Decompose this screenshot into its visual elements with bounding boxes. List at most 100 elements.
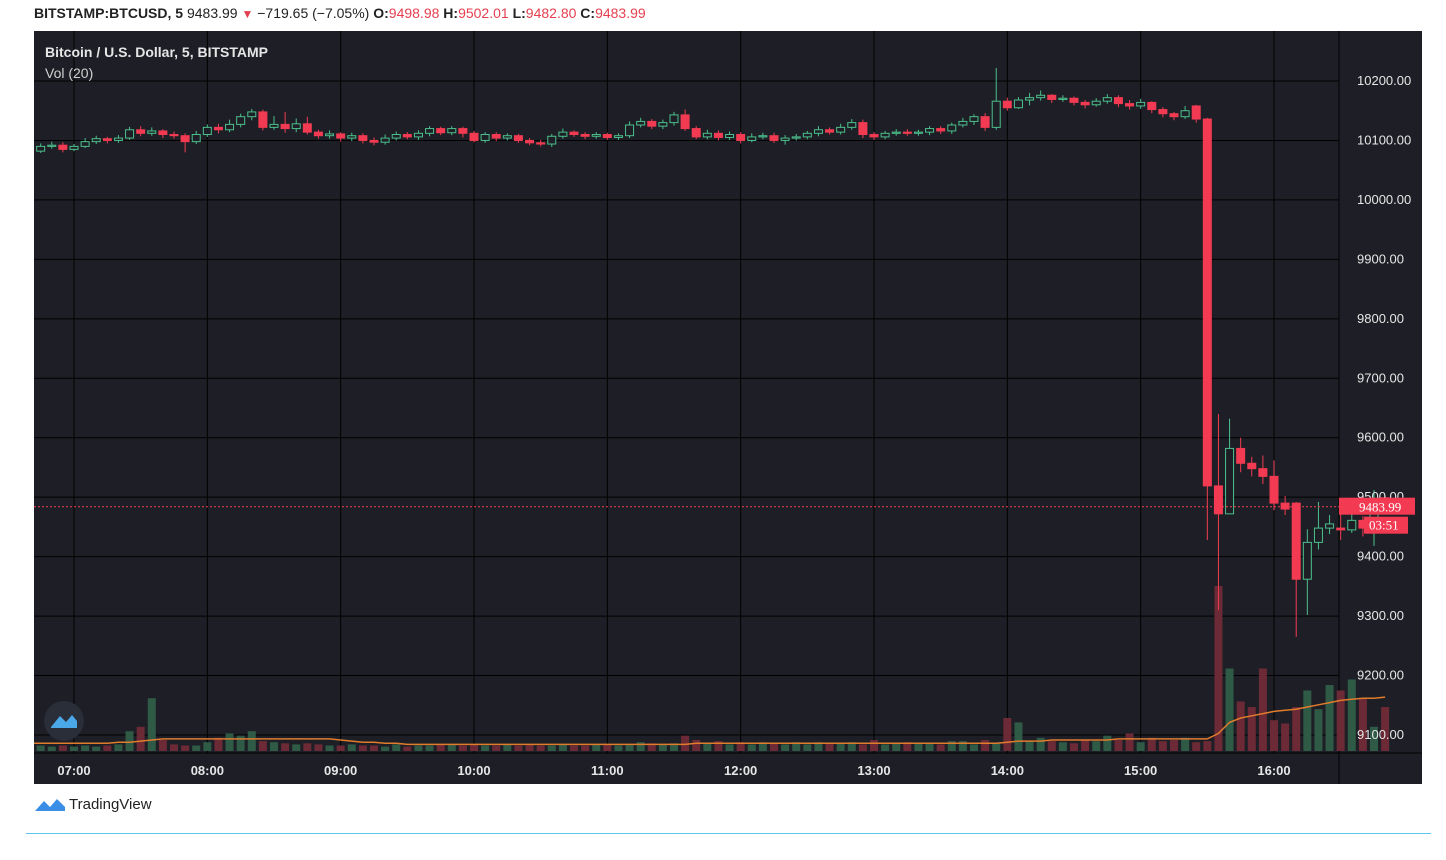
- candle-body: [636, 120, 646, 126]
- candle-body: [780, 137, 790, 141]
- footer-divider: [26, 833, 1431, 834]
- candle-body: [702, 132, 712, 138]
- volume-bar: [781, 744, 790, 751]
- candle-body: [513, 135, 523, 141]
- price-tick-label: 9400.00: [1357, 549, 1404, 564]
- candle-body: [925, 128, 935, 133]
- price-change: −719.65 (−7.05%): [257, 5, 370, 21]
- candle-body: [380, 137, 390, 143]
- tradingview-logo[interactable]: TradingView: [34, 795, 152, 813]
- candle-body: [191, 134, 201, 143]
- volume-bar: [1314, 709, 1323, 751]
- close-label: C:: [580, 5, 596, 21]
- candle-body: [136, 129, 146, 134]
- tradingview-brand: TradingView: [69, 795, 152, 813]
- candle-body: [669, 114, 679, 124]
- candle-body: [580, 134, 590, 137]
- volume-bar: [292, 744, 301, 751]
- candle-body: [1113, 97, 1123, 105]
- candle-body: [836, 126, 846, 133]
- candle-body: [958, 120, 968, 126]
- volume-bar: [158, 740, 167, 751]
- candle-body: [980, 116, 990, 128]
- volume-bar: [681, 735, 690, 751]
- candle-body: [880, 132, 890, 138]
- volume-bar: [758, 742, 767, 751]
- candle-body: [1147, 101, 1157, 111]
- candle-body: [547, 135, 557, 145]
- volume-bar: [736, 742, 745, 751]
- volume-bar: [670, 743, 678, 751]
- volume-indicator-label: Vol (20): [45, 65, 93, 81]
- volume-bar: [47, 746, 56, 751]
- volume-bar: [125, 731, 134, 751]
- volume-bar: [714, 741, 723, 751]
- volume-bar: [314, 744, 323, 751]
- candle-body: [413, 132, 423, 138]
- volume-bar: [803, 744, 812, 751]
- volume-bar: [614, 745, 623, 751]
- volume-bar: [725, 744, 734, 751]
- candle-body: [1080, 101, 1090, 106]
- low-value: 9482.80: [525, 5, 577, 21]
- candle-body: [502, 135, 512, 139]
- candle-body: [991, 100, 1001, 128]
- candle-body: [902, 131, 912, 134]
- volume-bar: [525, 744, 534, 751]
- candle-body: [447, 128, 457, 134]
- candle-body: [1136, 101, 1146, 107]
- price-tick-label: 9800.00: [1357, 311, 1404, 326]
- price-tick-label: 9700.00: [1357, 370, 1404, 385]
- candle-body: [125, 129, 135, 139]
- candle-body: [180, 135, 190, 143]
- volume-bar: [836, 743, 845, 751]
- volume-bar: [1081, 740, 1090, 751]
- symbol-header: BITSTAMP:BTCUSD, 5 9483.99 ▼ −719.65 (−7…: [34, 5, 646, 21]
- price-tick-label: 9900.00: [1357, 251, 1404, 266]
- volume-bar: [1203, 741, 1212, 751]
- candle-body: [1058, 97, 1068, 100]
- volume-bar: [514, 745, 523, 751]
- candle-body: [236, 116, 246, 125]
- volume-bar: [1325, 685, 1334, 751]
- chart-panel[interactable]: 10200.00 10100.00 10000.00 9900.00 9800.00 97…: [34, 31, 1422, 784]
- candle-body: [691, 128, 701, 138]
- tradingview-badge-icon[interactable]: [44, 701, 84, 741]
- volume-bar: [892, 743, 901, 751]
- last-price: 9483.99: [186, 5, 238, 21]
- candle-body: [1236, 447, 1246, 464]
- candle-body: [336, 133, 346, 139]
- volume-bar: [236, 735, 245, 751]
- volume-bar: [847, 742, 856, 751]
- volume-bar: [270, 742, 278, 751]
- time-tick-label: 09:00: [324, 763, 357, 778]
- candle-body: [469, 132, 479, 141]
- candle-body: [1225, 447, 1235, 515]
- candle-body: [825, 129, 835, 133]
- volume-bar: [392, 744, 401, 751]
- candle-body: [869, 134, 879, 138]
- candlestick-chart[interactable]: 10200.00 10100.00 10000.00 9900.00 9800.00 97…: [34, 31, 1422, 784]
- candle-body: [36, 145, 46, 152]
- volume-bar: [1003, 718, 1012, 751]
- time-tick-label: 08:00: [191, 763, 224, 778]
- volume-bar: [425, 745, 434, 751]
- volume-bar: [1281, 723, 1290, 751]
- volume-bar: [92, 746, 101, 751]
- volume-bar: [881, 744, 890, 751]
- volume-bar: [792, 742, 801, 751]
- volume-bar: [992, 743, 1001, 751]
- tradingview-logo-icon: [35, 799, 65, 811]
- candle-body: [813, 129, 823, 134]
- volume-bar: [970, 744, 978, 751]
- candle-body: [302, 123, 312, 133]
- volume-bar: [403, 746, 412, 751]
- candle-body: [280, 123, 290, 130]
- volume-bar: [370, 745, 378, 751]
- volume-bar: [625, 744, 634, 751]
- candle-body: [536, 142, 546, 145]
- volume-bar: [181, 745, 190, 751]
- candle-body: [891, 131, 901, 134]
- countdown-badge: [1364, 516, 1408, 534]
- candle-body: [625, 124, 635, 137]
